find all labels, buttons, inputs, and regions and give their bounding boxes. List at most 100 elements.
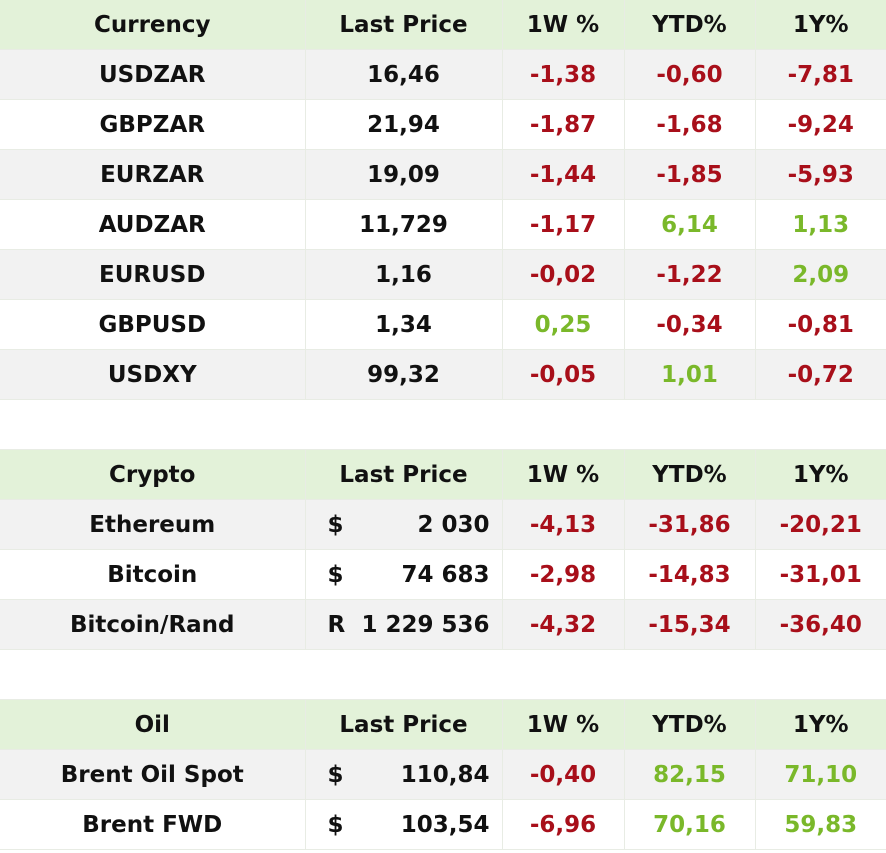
price-amount: 110,84 bbox=[400, 761, 490, 788]
change-1y: -20,21 bbox=[755, 499, 886, 550]
last-price: $103,54 bbox=[305, 799, 503, 850]
currency-symbol: $ bbox=[327, 811, 344, 838]
asset-name: Bitcoin/Rand bbox=[0, 599, 306, 650]
last-price: 99,32 bbox=[305, 349, 503, 400]
change-1w: -4,13 bbox=[502, 499, 625, 550]
currency-header-ytd: YTD% bbox=[624, 0, 756, 50]
currency-row: USDXY 99,32 -0,05 1,01 -0,72 bbox=[0, 349, 886, 400]
crypto-header-1y: 1Y% bbox=[755, 449, 886, 500]
oil-header-1w: 1W % bbox=[502, 699, 625, 750]
currency-row: GBPZAR 21,94 -1,87 -1,68 -9,24 bbox=[0, 99, 886, 150]
asset-name: Brent Oil Spot bbox=[0, 749, 306, 800]
asset-name: Brent FWD bbox=[0, 799, 306, 850]
last-price: R 1 229 536 bbox=[305, 599, 503, 650]
change-1w: -0,02 bbox=[502, 249, 625, 300]
last-price: $110,84 bbox=[305, 749, 503, 800]
currency-symbol: $ bbox=[327, 761, 344, 788]
crypto-row: Bitcoin $74 683 -2,98 -14,83 -31,01 bbox=[0, 549, 886, 600]
change-ytd: 6,14 bbox=[624, 199, 756, 250]
oil-header-row: Oil Last Price 1W % YTD% 1Y% bbox=[0, 699, 886, 750]
crypto-header-name: Crypto bbox=[0, 449, 306, 500]
change-ytd: -1,68 bbox=[624, 99, 756, 150]
change-ytd: -15,34 bbox=[624, 599, 756, 650]
pair-name: EURUSD bbox=[0, 249, 306, 300]
oil-row: Brent FWD $103,54 -6,96 70,16 59,83 bbox=[0, 799, 886, 850]
pair-name: GBPUSD bbox=[0, 299, 306, 350]
change-1y: -0,81 bbox=[755, 299, 886, 350]
pair-name: USDXY bbox=[0, 349, 306, 400]
change-1w: -1,87 bbox=[502, 99, 625, 150]
crypto-row: Bitcoin/Rand R 1 229 536 -4,32 -15,34 -36… bbox=[0, 599, 886, 650]
last-price: 19,09 bbox=[305, 149, 503, 200]
change-ytd: 82,15 bbox=[624, 749, 756, 800]
currency-row: USDZAR 16,46 -1,38 -0,60 -7,81 bbox=[0, 49, 886, 100]
last-price: $2 030 bbox=[305, 499, 503, 550]
change-1y: 59,83 bbox=[755, 799, 886, 850]
oil-header-price: Last Price bbox=[305, 699, 503, 750]
asset-name: Ethereum bbox=[0, 499, 306, 550]
change-1w: -0,05 bbox=[502, 349, 625, 400]
change-ytd: 70,16 bbox=[624, 799, 756, 850]
crypto-header-ytd: YTD% bbox=[624, 449, 756, 500]
crypto-header-row: Crypto Last Price 1W % YTD% 1Y% bbox=[0, 449, 886, 500]
price-amount: 1 229 536 bbox=[361, 611, 490, 638]
currency-header-price: Last Price bbox=[305, 0, 503, 50]
price-amount: 103,54 bbox=[400, 811, 490, 838]
spacer-cell bbox=[0, 399, 886, 450]
crypto-header-price: Last Price bbox=[305, 449, 503, 500]
oil-header-ytd: YTD% bbox=[624, 699, 756, 750]
change-1y: -0,72 bbox=[755, 349, 886, 400]
change-1y: 2,09 bbox=[755, 249, 886, 300]
currency-header-1y: 1Y% bbox=[755, 0, 886, 50]
pair-name: AUDZAR bbox=[0, 199, 306, 250]
change-1w: -2,98 bbox=[502, 549, 625, 600]
currency-symbol: R bbox=[327, 611, 346, 638]
change-1w: -0,40 bbox=[502, 749, 625, 800]
asset-name: Bitcoin bbox=[0, 549, 306, 600]
change-1y: -9,24 bbox=[755, 99, 886, 150]
currency-row: EURZAR 19,09 -1,44 -1,85 -5,93 bbox=[0, 149, 886, 200]
pair-name: USDZAR bbox=[0, 49, 306, 100]
currency-row: AUDZAR 11,729 -1,17 6,14 1,13 bbox=[0, 199, 886, 250]
price-amount: 74 683 bbox=[401, 561, 490, 588]
oil-header-1y: 1Y% bbox=[755, 699, 886, 750]
change-1w: -1,38 bbox=[502, 49, 625, 100]
last-price: 1,34 bbox=[305, 299, 503, 350]
last-price: 16,46 bbox=[305, 49, 503, 100]
change-1y: -31,01 bbox=[755, 549, 886, 600]
change-ytd: -31,86 bbox=[624, 499, 756, 550]
change-ytd: 1,01 bbox=[624, 349, 756, 400]
last-price: 1,16 bbox=[305, 249, 503, 300]
currency-row: EURUSD 1,16 -0,02 -1,22 2,09 bbox=[0, 249, 886, 300]
change-ytd: -14,83 bbox=[624, 549, 756, 600]
crypto-row: Ethereum $2 030 -4,13 -31,86 -20,21 bbox=[0, 499, 886, 550]
section-spacer bbox=[0, 649, 886, 700]
section-spacer bbox=[0, 399, 886, 450]
change-1y: -5,93 bbox=[755, 149, 886, 200]
currency-header-name: Currency bbox=[0, 0, 306, 50]
change-1w: -6,96 bbox=[502, 799, 625, 850]
change-1w: -1,44 bbox=[502, 149, 625, 200]
change-1y: -7,81 bbox=[755, 49, 886, 100]
change-1y: 1,13 bbox=[755, 199, 886, 250]
currency-symbol: $ bbox=[327, 511, 344, 538]
pair-name: EURZAR bbox=[0, 149, 306, 200]
last-price: $74 683 bbox=[305, 549, 503, 600]
change-ytd: -0,60 bbox=[624, 49, 756, 100]
crypto-header-1w: 1W % bbox=[502, 449, 625, 500]
pair-name: GBPZAR bbox=[0, 99, 306, 150]
change-1w: -1,17 bbox=[502, 199, 625, 250]
change-1y: -36,40 bbox=[755, 599, 886, 650]
currency-row: GBPUSD 1,34 0,25 -0,34 -0,81 bbox=[0, 299, 886, 350]
spacer-cell bbox=[0, 649, 886, 700]
oil-header-name: Oil bbox=[0, 699, 306, 750]
last-price: 21,94 bbox=[305, 99, 503, 150]
oil-row: Brent Oil Spot $110,84 -0,40 82,15 71,10 bbox=[0, 749, 886, 800]
price-amount: 2 030 bbox=[417, 511, 490, 538]
currency-symbol: $ bbox=[327, 561, 344, 588]
change-1w: 0,25 bbox=[502, 299, 625, 350]
change-ytd: -1,22 bbox=[624, 249, 756, 300]
last-price: 11,729 bbox=[305, 199, 503, 250]
currency-header-1w: 1W % bbox=[502, 0, 625, 50]
